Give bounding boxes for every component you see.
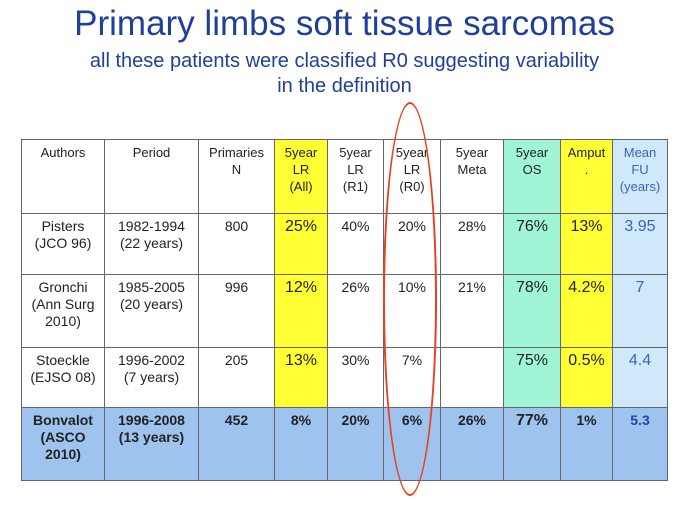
slide-title: Primary limbs soft tissue sarcomas (74, 4, 615, 43)
header-mean-fu: Mean FU (years) (612, 139, 668, 214)
cell-period: 1996-2008 (13 years) (104, 407, 199, 481)
header-amput: Amput. (560, 139, 613, 214)
header-row: Authors Period Primaries N 5year LR (All) 5… (21, 139, 668, 214)
header-primaries: Primaries N (198, 139, 275, 214)
cell-period: 1985-2005 (20 years) (104, 274, 199, 348)
results-table: Authors Period Primaries N 5year LR (All) 5… (21, 139, 668, 481)
cell-lr-r0: 6% (383, 407, 441, 481)
header-lr-r1: 5year LR (R1) (327, 139, 384, 214)
cell-lr-all: 13% (274, 347, 328, 408)
cell-n: 205 (198, 347, 275, 408)
cell-lr-all: 8% (274, 407, 328, 481)
cell-os: 78% (503, 274, 561, 348)
cell-mean-fu: 7 (612, 274, 668, 348)
cell-meta (440, 347, 504, 408)
cell-lr-r0: 10% (383, 274, 441, 348)
header-lr-all: 5year LR (All) (274, 139, 328, 214)
table-row: Pisters (JCO 96) 1982-1994 (22 years) 800 … (21, 213, 668, 275)
cell-lr-r1: 26% (327, 274, 384, 348)
table-row: Bonvalot (ASCO 2010) 1996-2008 (13 years) 4… (21, 407, 668, 481)
cell-lr-r1: 20% (327, 407, 384, 481)
cell-n: 800 (198, 213, 275, 275)
cell-os: 77% (503, 407, 561, 481)
cell-lr-all: 12% (274, 274, 328, 348)
cell-period: 1982-1994 (22 years) (104, 213, 199, 275)
cell-mean-fu: 3.95 (612, 213, 668, 275)
cell-meta: 21% (440, 274, 504, 348)
slide-subtitle: all these patients were classified R0 su… (0, 49, 689, 99)
cell-n: 452 (198, 407, 275, 481)
cell-author: Pisters (JCO 96) (21, 213, 105, 275)
cell-lr-all: 25% (274, 213, 328, 275)
header-lr-r0: 5year LR (R0) (383, 139, 441, 214)
cell-mean-fu: 5.3 (612, 407, 668, 481)
table-row: Gronchi (Ann Surg 2010) 1985-2005 (20 years… (21, 274, 668, 348)
cell-amput: 4.2% (560, 274, 613, 348)
cell-period: 1996-2002 (7 years) (104, 347, 199, 408)
header-period: Period (104, 139, 199, 214)
subtitle-line-2: in the definition (277, 75, 412, 97)
cell-os: 76% (503, 213, 561, 275)
cell-lr-r0: 20% (383, 213, 441, 275)
cell-meta: 28% (440, 213, 504, 275)
cell-amput: 0.5% (560, 347, 613, 408)
cell-lr-r1: 30% (327, 347, 384, 408)
cell-lr-r1: 40% (327, 213, 384, 275)
table-row: Stoeckle (EJSO 08) 1996-2002 (7 years) 205… (21, 347, 668, 408)
cell-n: 996 (198, 274, 275, 348)
cell-author: Gronchi (Ann Surg 2010) (21, 274, 105, 348)
header-os: 5year OS (503, 139, 561, 214)
header-meta: 5year Meta (440, 139, 504, 214)
cell-author: Stoeckle (EJSO 08) (21, 347, 105, 408)
cell-author: Bonvalot (ASCO 2010) (21, 407, 105, 481)
cell-lr-r0: 7% (383, 347, 441, 408)
cell-meta: 26% (440, 407, 504, 481)
cell-mean-fu: 4.4 (612, 347, 668, 408)
header-authors: Authors (21, 139, 105, 214)
cell-amput: 1% (560, 407, 613, 481)
subtitle-line-1: all these patients were classified R0 su… (89, 50, 600, 72)
cell-os: 75% (503, 347, 561, 408)
cell-amput: 13% (560, 213, 613, 275)
